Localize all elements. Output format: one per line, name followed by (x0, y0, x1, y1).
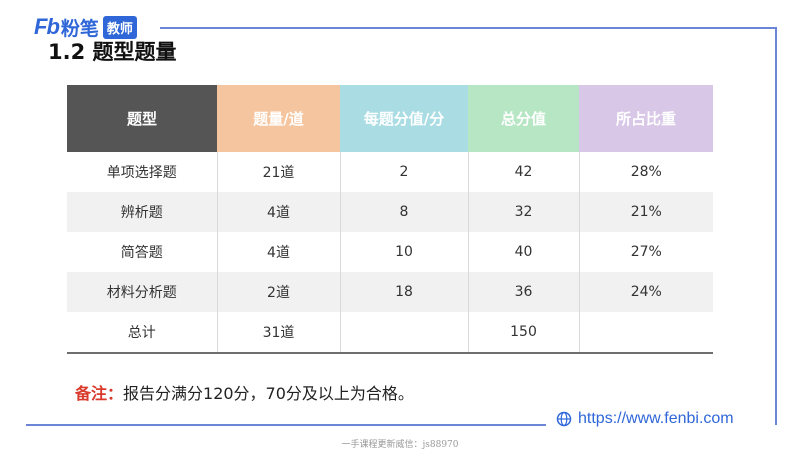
question-type-table: 题型 题量/道 每题分值/分 总分值 所占比重 单项选择题 21道 2 42 2… (67, 85, 713, 354)
cell-points-each: 18 (340, 272, 469, 312)
cell-type: 辨析题 (67, 192, 218, 232)
footer-watermark: 一手课程更新威信：js88970 (341, 440, 459, 450)
globe-icon (556, 411, 572, 427)
header-weight: 所占比重 (579, 85, 713, 152)
cell-total-points: 32 (468, 192, 580, 232)
note: 备注：报告分满分120分，70分及以上为合格。 (75, 380, 414, 404)
cell-count: 4道 (217, 232, 341, 272)
table-row-total: 总计 31道 150 (67, 312, 713, 354)
cell-total-points: 40 (468, 232, 580, 272)
cell-points-each: 2 (340, 152, 469, 192)
cell-count: 21道 (217, 152, 341, 192)
cell-type: 总计 (67, 312, 218, 354)
cell-points-each (340, 312, 469, 354)
cell-type: 简答题 (67, 232, 218, 272)
header-points-each: 每题分值/分 (340, 85, 468, 152)
logo-name: 粉笔 (60, 17, 99, 40)
cell-points-each: 8 (340, 192, 469, 232)
table-row: 单项选择题 21道 2 42 28% (67, 152, 713, 192)
logo-letters: Fb (34, 14, 60, 39)
cell-total-points: 150 (468, 312, 580, 354)
cell-weight (579, 312, 713, 354)
cell-type: 材料分析题 (67, 272, 218, 312)
header-type: 题型 (67, 85, 217, 152)
website-link[interactable]: https://www.fenbi.com (556, 410, 734, 428)
table-row: 辨析题 4道 8 32 21% (67, 192, 713, 232)
cell-count: 31道 (217, 312, 341, 354)
page-title: 1.2 题型题量 (48, 40, 177, 64)
cell-total-points: 42 (468, 152, 580, 192)
frame-top-line (160, 27, 776, 29)
header-count: 题量/道 (217, 85, 340, 152)
header-total-points: 总分值 (468, 85, 579, 152)
fenbi-logo: Fb 粉笔 教师 (34, 14, 137, 40)
cell-weight: 27% (630, 244, 662, 260)
table-row: 简答题 4道 10 40 27% (67, 232, 713, 272)
cell-count: 4道 (217, 192, 341, 232)
note-text: 报告分满分120分，70分及以上为合格。 (123, 384, 414, 403)
cell-points-each: 10 (340, 232, 469, 272)
cell-total-points: 36 (468, 272, 580, 312)
cell-weight: 24% (579, 272, 713, 312)
cell-count: 2道 (217, 272, 341, 312)
note-label: 备注： (75, 384, 124, 403)
table-header-row: 题型 题量/道 每题分值/分 总分值 所占比重 (67, 85, 713, 152)
cell-type: 单项选择题 (67, 152, 218, 192)
table-row: 材料分析题 2道 18 36 24% (67, 272, 713, 312)
website-url: https://www.fenbi.com (578, 410, 734, 427)
frame-right-line (775, 27, 777, 425)
logo-badge: 教师 (102, 15, 137, 39)
cell-weight: 21% (579, 192, 713, 232)
cell-weight: 28% (630, 164, 662, 180)
frame-bottom-line (26, 424, 546, 426)
